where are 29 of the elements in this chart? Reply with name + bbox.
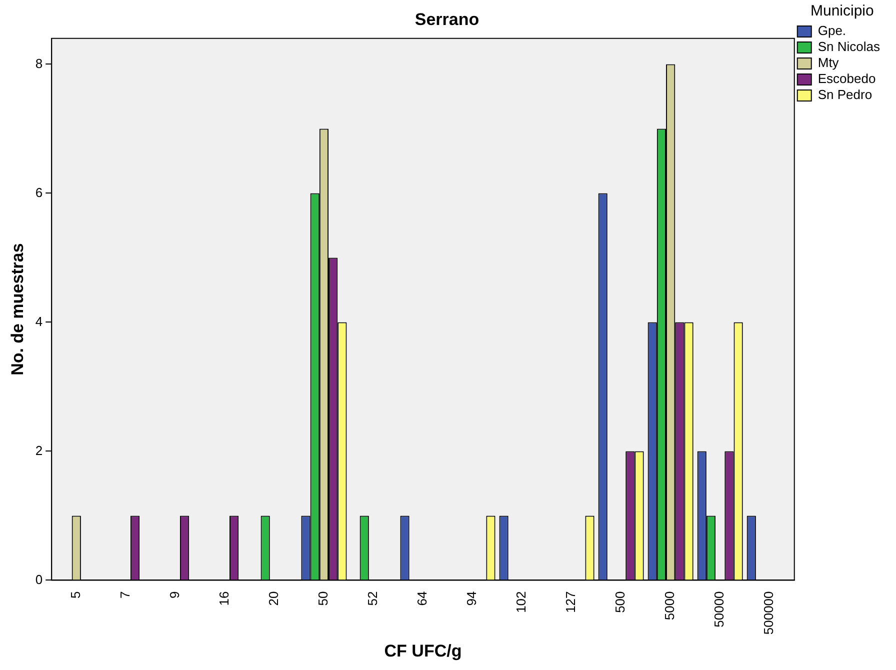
x-tick-label: 9 (166, 591, 182, 598)
x-tick-label: 7 (117, 591, 132, 598)
y-tick-label: 2 (35, 442, 43, 458)
y-tick-label: 6 (35, 184, 43, 200)
x-tick-label: 50 (316, 591, 331, 606)
y-tick-label: 4 (35, 314, 43, 329)
y-tick-label: 8 (35, 56, 43, 71)
legend-label: Mty (818, 55, 840, 70)
legend-label: Sn Nicolas (818, 39, 880, 54)
y-tick-label: 0 (35, 572, 43, 587)
x-tick-label: 127 (563, 591, 578, 613)
legend-label: Gpe. (818, 23, 846, 38)
chart-title: Serrano (414, 10, 480, 29)
x-tick-label: 102 (514, 591, 529, 613)
x-tick-label: 52 (365, 591, 380, 606)
x-tick-label: 94 (464, 591, 480, 606)
x-tick-label: 500000 (761, 591, 776, 635)
y-axis-title: No. de muestras (8, 243, 27, 376)
x-tick-label: 64 (414, 591, 430, 606)
x-tick-label: 20 (266, 591, 282, 606)
x-tick-label: 5 (68, 591, 83, 598)
x-tick-label: 16 (216, 591, 232, 606)
x-axis-title: CF UFC/g (384, 641, 462, 660)
legend-label: Escobedo (818, 71, 876, 86)
x-tick-label: 50000 (712, 591, 727, 628)
x-tick-label: 5000 (662, 591, 678, 620)
legend-title: Municipio (810, 2, 874, 20)
x-tick-label: 500 (612, 591, 628, 613)
legend-label: Sn Pedro (818, 87, 872, 102)
